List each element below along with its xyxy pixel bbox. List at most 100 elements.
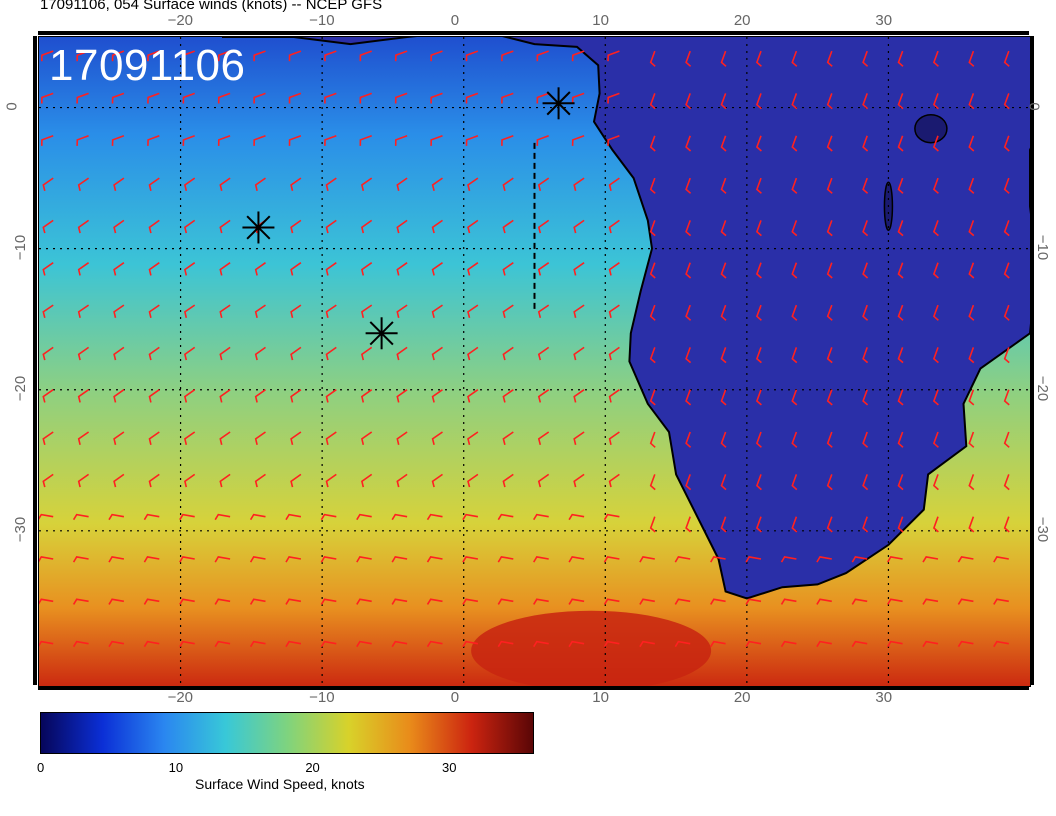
wind-barb: [608, 304, 620, 318]
wind-barb: [745, 556, 762, 563]
wind-barb: [324, 92, 337, 104]
wind-barb: [502, 389, 514, 403]
wind-barb: [113, 262, 125, 276]
wind-barb: [253, 50, 266, 62]
colorbar-tick-label: 10: [168, 760, 184, 775]
wind-barb: [897, 220, 904, 237]
wind-barb: [183, 473, 196, 488]
wind-barb: [720, 347, 727, 364]
wind-barb: [968, 474, 975, 491]
wind-barb: [649, 304, 656, 321]
wind-barb: [780, 556, 797, 563]
wind-barb: [430, 135, 443, 146]
wind-barb: [968, 431, 975, 448]
wind-barb: [325, 304, 337, 318]
wind-barb: [603, 598, 620, 605]
wind-barb: [325, 177, 337, 191]
wind-barb: [755, 304, 762, 321]
wind-barb: [755, 347, 762, 364]
wind-barb: [325, 219, 337, 234]
wind-barb: [359, 92, 372, 104]
wind-barb: [887, 640, 903, 648]
colorbar-tick-label: 0: [37, 760, 45, 775]
wind-barb: [502, 346, 514, 361]
left-axis-bar: [33, 36, 37, 685]
wind-barb: [254, 389, 266, 403]
wind-barb: [649, 474, 656, 491]
wind-barb: [1003, 347, 1010, 364]
wind-barb: [108, 598, 125, 605]
wind-barb: [608, 346, 620, 361]
wind-barb: [325, 262, 337, 276]
wind-barb: [360, 346, 373, 361]
wind-barb: [649, 135, 656, 152]
wind-barb: [862, 220, 869, 237]
wind-barb: [360, 177, 373, 191]
wind-barb: [826, 347, 833, 364]
wind-barb: [77, 304, 90, 318]
wind-barb: [502, 219, 514, 234]
wind-barb: [148, 473, 160, 488]
wind-barb: [649, 431, 656, 448]
wind-barb: [826, 135, 833, 152]
wind-barb: [710, 556, 726, 563]
wind-barb: [183, 304, 196, 318]
wind-barb: [465, 50, 479, 62]
wind-barb: [462, 640, 479, 648]
wind-barb: [431, 304, 443, 318]
wind-barb: [573, 304, 585, 318]
wind-barb: [324, 50, 337, 62]
wind-barb: [77, 431, 90, 445]
wind-barb: [179, 556, 195, 563]
wind-barb: [568, 513, 585, 521]
wind-barb: [219, 431, 231, 445]
wind-barb: [465, 92, 479, 104]
wind-barb: [324, 135, 337, 146]
wind-barb: [710, 640, 726, 648]
wind-barb: [1003, 516, 1010, 533]
wind-barb: [755, 516, 762, 533]
lat-tick-label-right: −20: [1034, 375, 1052, 401]
wind-barb: [755, 135, 762, 152]
wind-barb: [791, 262, 798, 279]
wind-barb: [674, 598, 691, 605]
map-canvas: [39, 37, 1030, 686]
wind-barb: [462, 513, 479, 521]
wind-barb: [968, 177, 975, 194]
wind-barb: [537, 304, 550, 318]
wind-barb: [183, 262, 196, 276]
lat-tick-label-right: 0: [1025, 101, 1043, 111]
wind-barb: [537, 389, 550, 403]
wind-barb: [143, 556, 160, 563]
wind-barb: [497, 640, 514, 648]
wind-barb: [897, 304, 904, 321]
wind-barb: [537, 473, 550, 488]
wind-barb: [1003, 474, 1010, 491]
wind-barb: [462, 556, 479, 563]
wind-barb: [887, 556, 903, 563]
wind-barb: [219, 219, 231, 234]
wind-barb: [720, 135, 727, 152]
wind-barb: [426, 640, 443, 648]
wind-barb: [897, 50, 904, 67]
wind-barb: [780, 598, 797, 605]
wind-barb: [214, 640, 231, 648]
wind-barb: [183, 177, 196, 191]
wind-barbs: [39, 50, 1010, 648]
wind-barb: [755, 177, 762, 194]
wind-barb: [183, 219, 196, 234]
wind-barb: [148, 219, 160, 234]
wind-barb: [41, 135, 54, 146]
wind-barb: [467, 389, 479, 403]
wind-barb: [214, 556, 231, 563]
wind-barb: [467, 473, 479, 488]
wind-barb: [249, 556, 266, 563]
wind-barb: [720, 220, 727, 237]
wind-barb: [791, 177, 798, 194]
wind-barb: [285, 513, 302, 521]
wind-barb: [957, 556, 974, 563]
wind-barb: [148, 431, 160, 445]
wind-barb: [537, 346, 550, 361]
wind-barb: [77, 346, 90, 361]
wind-barb: [431, 346, 443, 361]
